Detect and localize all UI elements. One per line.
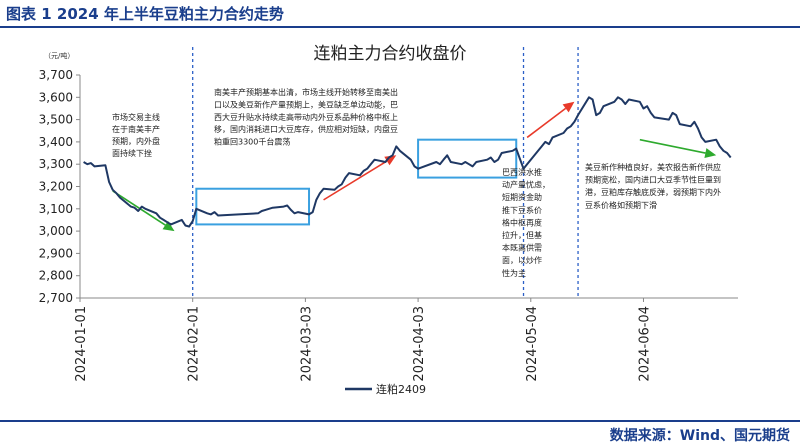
- y-axis-unit: （元/吨）: [44, 51, 74, 60]
- annotation-line: 美豆新作种植良好，美农报告新作供应: [585, 162, 721, 172]
- trend-arrow-head: [704, 148, 717, 158]
- trend-arrow-shaft: [323, 160, 388, 201]
- data-source: 数据来源：Wind、国元期货: [609, 428, 790, 444]
- annotation-line: 短期资金助: [502, 192, 542, 202]
- trend-arrow-head: [162, 220, 175, 232]
- annotation-line: 移，国内消耗进口大豆库存，供应相对短缺，内盘豆: [214, 124, 398, 134]
- y-tick-label: 3,400: [39, 135, 73, 149]
- figure-title: 图表 1 2024 年上半年豆粕主力合约走势: [6, 5, 284, 23]
- annotation-line: 预期，内外盘: [112, 136, 160, 146]
- annotation-block: 美豆新作种植良好，美农报告新作供应预期宽松，国内进口大豆季节性巨量到港，豆粕库存…: [585, 162, 721, 210]
- annotation-line: 粕重回3300千台震荡: [214, 137, 290, 147]
- consolidation-boxes: [195, 138, 518, 226]
- price-chart: 连粕主力合约收盘价 （元/吨） 2,700 2,800 2,900 3,000 3,10…: [39, 44, 738, 396]
- x-axis-ticks: 2024-01-01 2024-02-01 2024-03-03 2024-04-03…: [74, 298, 652, 382]
- trend-arrow-shaft: [639, 138, 706, 154]
- y-tick-label: 3,200: [39, 180, 73, 194]
- annotation-line: 市场交易主线: [112, 112, 160, 122]
- annotation-line: 南美丰产预期基本出清，市场主线开始转移至南美出: [214, 87, 398, 97]
- y-tick-label: 2,700: [39, 291, 73, 305]
- y-tick-label: 3,600: [39, 90, 73, 104]
- legend: 连粕2409: [345, 382, 426, 396]
- y-tick-label: 3,000: [39, 224, 73, 238]
- trend-arrow-shaft: [112, 190, 166, 226]
- annotation-line: 推下豆系价: [502, 205, 542, 215]
- annotation-line: 性为主: [502, 268, 526, 278]
- y-tick-label: 2,800: [39, 269, 73, 283]
- annotation-line: 西大豆升贴水持续走高带动内外豆系品种价格中枢上: [214, 112, 398, 122]
- y-tick-label: 3,300: [39, 157, 73, 171]
- annotation-block: 南美丰产预期基本出清，市场主线开始转移至南美出口以及美豆新作产量预期上，美豆缺乏…: [214, 87, 398, 147]
- annotation-line: 巴西洪水推: [502, 167, 542, 177]
- range-box: [417, 138, 518, 179]
- trend-arrow-head: [562, 101, 575, 113]
- annotation-line: 口以及美豆新作产量预期上，美豆缺乏单边动能，巴: [214, 99, 398, 109]
- trend-arrows: [112, 101, 717, 232]
- trend-arrow-shaft: [526, 107, 567, 139]
- series-line-lianpo2409: [83, 96, 732, 228]
- header-rule: [0, 26, 800, 28]
- x-tick-label: 2024-02-01: [187, 306, 202, 382]
- annotation-line: 格中枢再度: [502, 217, 542, 227]
- annotation-line: 在于南美丰产: [112, 124, 160, 134]
- annotation-line: 拉升，但基: [502, 230, 542, 240]
- y-axis-ticks: 2,700 2,800 2,900 3,000 3,100 3,200 3,300 3,400…: [39, 68, 80, 305]
- annotation-line: 港，豆粕库存触底反弹，弱预期下内外: [585, 187, 721, 197]
- y-tick-label: 3,500: [39, 113, 73, 127]
- x-tick-label: 2024-04-03: [412, 306, 427, 382]
- y-tick-label: 3,100: [39, 202, 73, 216]
- chart-title: 连粕主力合约收盘价: [314, 44, 467, 64]
- x-tick-label: 2024-01-01: [74, 306, 89, 382]
- footer-rule: [0, 420, 800, 422]
- annotation-line: 动产量忧虑，: [502, 180, 550, 190]
- legend-label: 连粕2409: [376, 382, 426, 396]
- y-tick-label: 3,700: [39, 68, 73, 82]
- annotation-line: 本既离供需: [502, 243, 542, 253]
- annotation-line: 豆系价格如预期下滑: [585, 200, 657, 210]
- x-tick-label: 2024-05-04: [525, 306, 540, 382]
- x-tick-label: 2024-06-04: [637, 306, 652, 382]
- x-tick-label: 2024-03-03: [299, 306, 314, 382]
- annotations: 市场交易主线在于南美丰产预期，内外盘面持续下挫 南美丰产预期基本出清，市场主线开始…: [112, 87, 721, 278]
- annotation-line: 预期宽松，国内进口大豆季节性巨量到: [585, 175, 721, 185]
- annotation-line: 面持续下挫: [112, 148, 152, 158]
- y-tick-label: 2,900: [39, 246, 73, 260]
- annotation-line: 面，以炒作: [502, 255, 542, 265]
- report-header: 图表 1 2024 年上半年豆粕主力合约走势: [0, 0, 800, 26]
- range-box: [195, 187, 311, 226]
- annotation-block: 巴西洪水推动产量忧虑， 短期资金助推下豆系价格中枢再度拉升，但基本既离供需面，以炒…: [502, 167, 550, 278]
- trend-arrow-head: [384, 155, 397, 166]
- annotation-block: 市场交易主线在于南美丰产预期，内外盘面持续下挫: [112, 112, 160, 158]
